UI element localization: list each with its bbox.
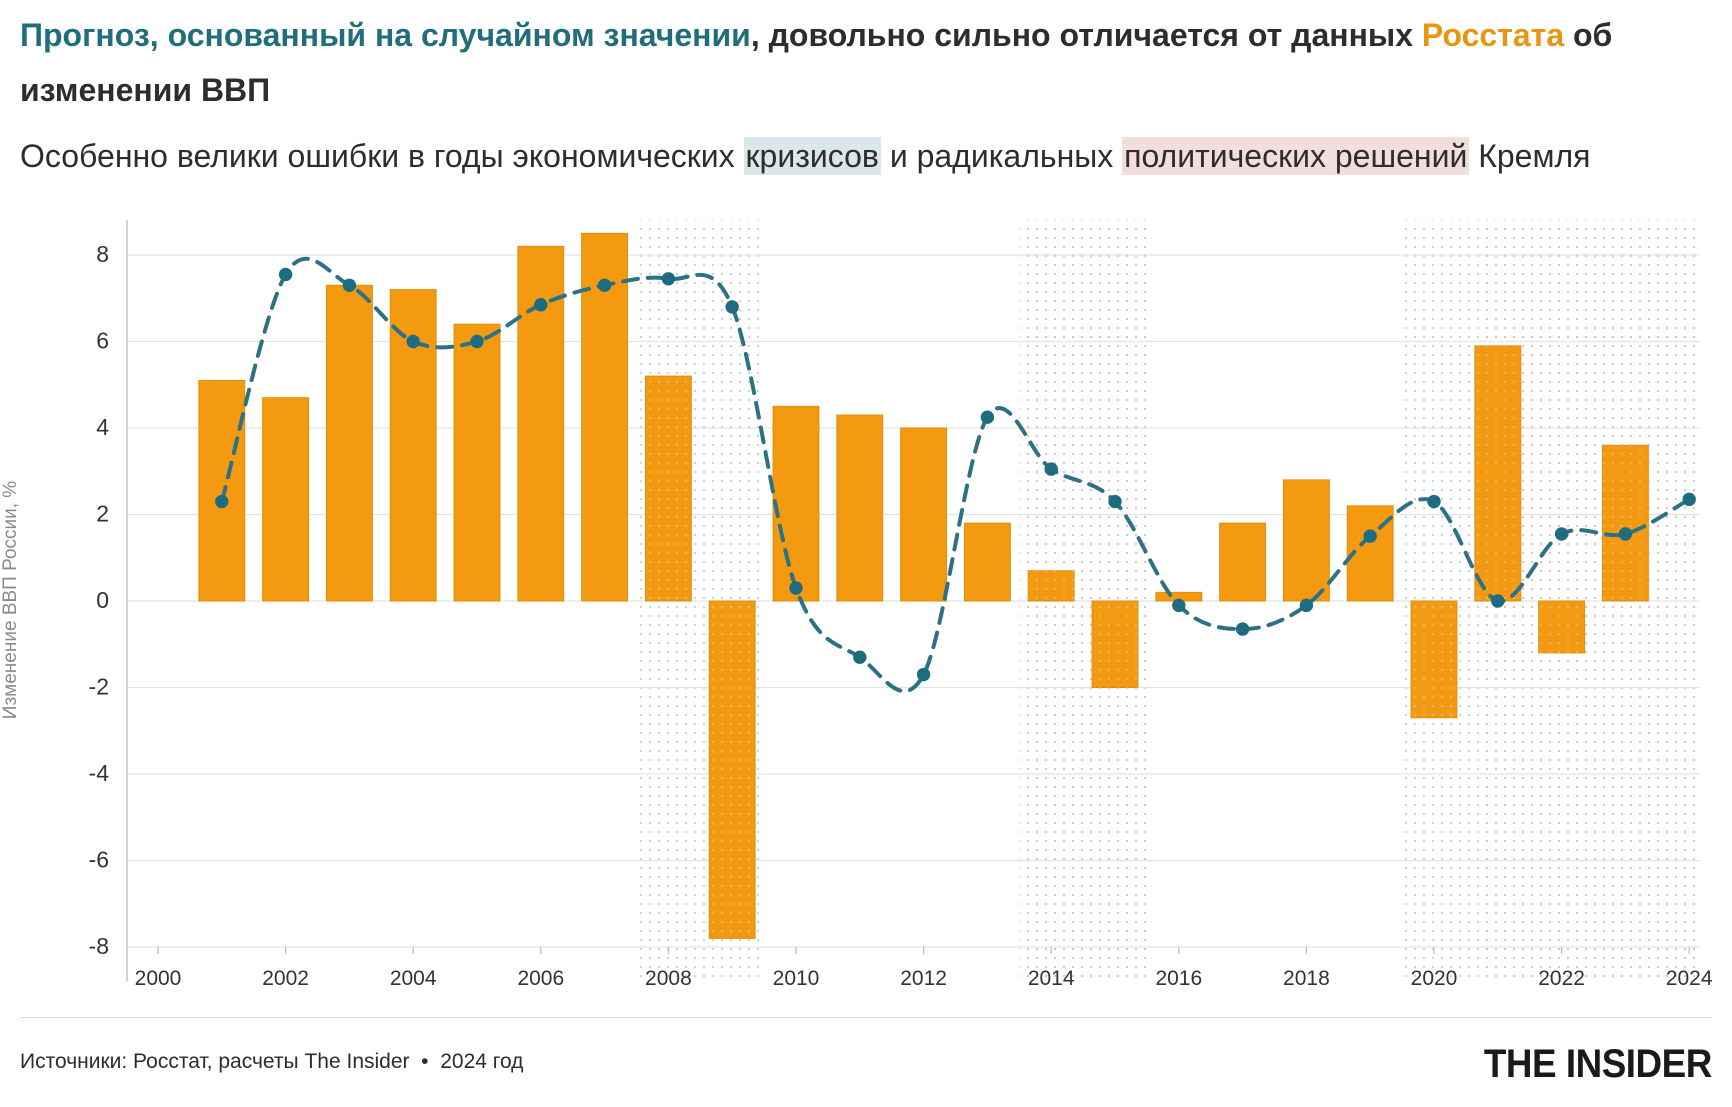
svg-text:2016: 2016 (1155, 967, 1202, 990)
svg-text:2008: 2008 (645, 967, 692, 990)
svg-text:-6: -6 (89, 847, 109, 873)
svg-text:2000: 2000 (135, 967, 182, 990)
svg-text:2006: 2006 (517, 967, 564, 990)
svg-text:-8: -8 (89, 933, 109, 959)
svg-text:2: 2 (96, 501, 109, 527)
svg-text:2004: 2004 (390, 967, 437, 990)
svg-text:4: 4 (96, 414, 109, 440)
svg-text:2020: 2020 (1411, 967, 1458, 990)
svg-text:2010: 2010 (773, 967, 820, 990)
svg-text:2018: 2018 (1283, 967, 1330, 990)
svg-text:8: 8 (96, 241, 109, 267)
svg-text:-2: -2 (89, 674, 109, 700)
svg-text:0: 0 (96, 587, 109, 613)
svg-text:2002: 2002 (262, 967, 309, 990)
svg-text:2014: 2014 (1028, 967, 1075, 990)
svg-text:6: 6 (96, 328, 109, 354)
svg-text:2022: 2022 (1538, 967, 1585, 990)
svg-text:2024: 2024 (1666, 967, 1713, 990)
svg-text:-4: -4 (89, 760, 110, 786)
svg-text:2012: 2012 (900, 967, 947, 990)
